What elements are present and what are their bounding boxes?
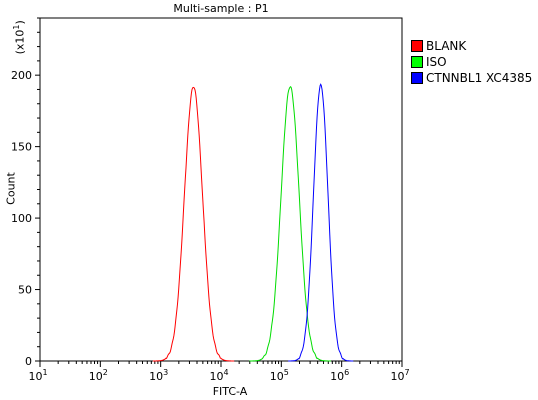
legend-item-iso: ISO — [411, 54, 532, 70]
legend-label-ctnnbl1: CTNNBL1 XC4385 — [426, 71, 533, 85]
y-tick-label: 150 — [11, 141, 32, 154]
x-tick-label: 107 — [390, 368, 409, 383]
chart-title: Multi-sample : P1 — [173, 2, 269, 15]
legend-label-iso: ISO — [426, 55, 447, 69]
y-tick-label: 0 — [25, 355, 32, 368]
y-multiplier: (x101) — [11, 20, 27, 55]
x-tick-label: 104 — [209, 368, 228, 383]
legend: BLANK ISO CTNNBL1 XC4385 — [411, 38, 532, 86]
legend-item-blank: BLANK — [411, 38, 532, 54]
legend-swatch-iso — [411, 56, 423, 68]
y-tick-label: 100 — [11, 212, 32, 225]
x-tick-label: 106 — [330, 368, 349, 383]
series-curve-ctnnbl1-xc4385 — [288, 83, 354, 362]
x-tick-label: 105 — [270, 368, 289, 383]
legend-label-blank: BLANK — [426, 39, 467, 53]
legend-item-ctnnbl1: CTNNBL1 XC4385 — [411, 70, 532, 86]
legend-swatch-ctnnbl1 — [411, 72, 423, 84]
histogram-curves — [152, 83, 354, 362]
y-tick-label: 50 — [18, 284, 32, 297]
legend-swatch-blank — [411, 40, 423, 52]
series-curve-blank — [152, 86, 235, 362]
x-tick-label: 102 — [89, 368, 108, 383]
x-axis-ticks: 101 102 103 104 105 106 107 — [28, 361, 410, 383]
y-axis-label: Count — [4, 172, 18, 205]
series-curve-iso — [249, 85, 331, 362]
x-tick-label: 101 — [28, 368, 47, 383]
x-axis-label: FITC-A — [212, 385, 248, 398]
y-tick-label: 200 — [11, 69, 32, 82]
plot-frame — [39, 17, 403, 362]
y-axis-ticks: 0 50 100 150 200 — [11, 17, 40, 368]
x-tick-label: 103 — [149, 368, 168, 383]
